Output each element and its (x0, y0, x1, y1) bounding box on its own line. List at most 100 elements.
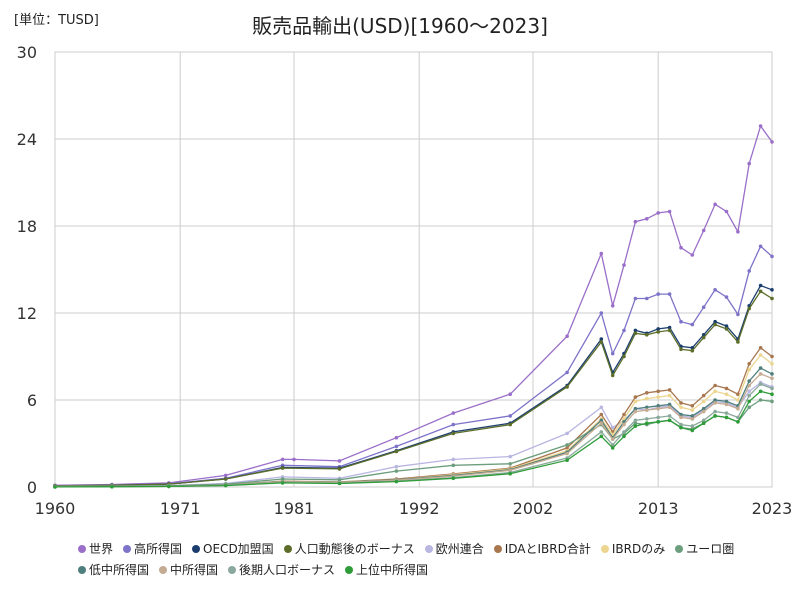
data-point (633, 409, 638, 414)
data-point (736, 420, 740, 424)
y-tick-label: 30 (17, 43, 37, 62)
data-point (656, 327, 660, 331)
data-point (667, 418, 672, 423)
data-point (724, 411, 729, 415)
data-point (508, 422, 512, 427)
x-tick-label: 1981 (274, 499, 315, 518)
data-point (394, 469, 399, 473)
data-point (679, 245, 683, 250)
data-point (622, 434, 626, 439)
data-point (645, 217, 649, 221)
data-point (690, 414, 695, 418)
data-point (280, 457, 285, 462)
data-point (394, 464, 399, 469)
data-point (747, 379, 751, 383)
data-point (565, 451, 569, 456)
data-point (758, 398, 763, 402)
legend-label: 世界 (89, 542, 114, 556)
data-point (667, 405, 672, 410)
data-point (610, 425, 615, 430)
data-point (565, 370, 569, 375)
data-point (599, 311, 604, 315)
data-point (747, 306, 751, 311)
data-point (565, 431, 569, 436)
data-point (645, 408, 649, 412)
data-point (770, 399, 774, 404)
data-point (724, 295, 729, 299)
y-tick-label: 0 (27, 478, 37, 497)
data-point (633, 406, 638, 411)
data-point (599, 430, 604, 434)
data-point (701, 421, 706, 426)
data-point (758, 389, 763, 394)
data-point (701, 406, 706, 411)
data-point (656, 389, 660, 394)
data-point (451, 422, 456, 427)
data-point (770, 362, 774, 366)
data-point (645, 396, 649, 401)
legend-marker (424, 544, 433, 553)
data-point (599, 412, 604, 417)
legend-marker (78, 565, 86, 574)
data-point (622, 412, 626, 417)
data-point (758, 366, 763, 370)
data-point (633, 418, 638, 423)
legend-marker (78, 544, 86, 553)
data-point (724, 415, 729, 420)
data-point (724, 392, 729, 397)
data-point (633, 395, 638, 399)
data-point (701, 393, 706, 398)
data-point (736, 406, 740, 411)
data-point (701, 418, 706, 423)
series-10 (53, 382, 774, 489)
data-point (633, 219, 638, 224)
data-point (713, 398, 717, 402)
data-point (599, 337, 604, 341)
data-point (736, 312, 740, 317)
data-point (622, 263, 626, 267)
data-point (451, 411, 456, 415)
data-point (679, 347, 683, 352)
data-point (770, 288, 774, 292)
y-tick-label: 18 (17, 217, 37, 236)
series-line (54, 245, 773, 487)
data-point (747, 399, 751, 404)
y-tick-label: 24 (17, 130, 37, 149)
data-point (724, 327, 729, 331)
series-0 (53, 124, 774, 488)
data-point (679, 412, 683, 417)
data-point (724, 324, 729, 328)
line-chart: [単位：TUSD] 販売品輸出(USD)[1960～2023] 0 6 12 18 24… (14, 12, 792, 518)
data-point (599, 251, 604, 256)
series-8 (53, 366, 774, 489)
data-point (565, 446, 569, 450)
data-point (610, 304, 615, 308)
data-point (724, 386, 729, 391)
data-point (770, 372, 774, 376)
data-point (701, 305, 706, 310)
data-point (736, 392, 740, 397)
series-line (54, 124, 773, 486)
data-point (758, 372, 763, 376)
data-point (622, 430, 626, 434)
legend-marker (493, 544, 502, 553)
data-point (508, 454, 512, 459)
data-point (110, 484, 114, 489)
data-point (622, 328, 626, 333)
legend-item: ユーロ圏 (675, 540, 734, 557)
data-point (747, 393, 751, 398)
unit-label: [単位：TUSD] (14, 12, 99, 28)
data-point (713, 319, 717, 324)
data-point (610, 437, 615, 441)
data-point (736, 230, 740, 234)
legend-item: 上位中所得国 (345, 561, 428, 578)
data-point (599, 340, 604, 344)
data-point (656, 420, 660, 424)
data-point (656, 211, 660, 215)
data-point (451, 431, 456, 436)
data-point (758, 289, 763, 294)
data-point (394, 479, 399, 484)
data-point (690, 408, 695, 412)
legend-label: 低中所得国 (89, 563, 150, 577)
data-point (508, 414, 512, 418)
